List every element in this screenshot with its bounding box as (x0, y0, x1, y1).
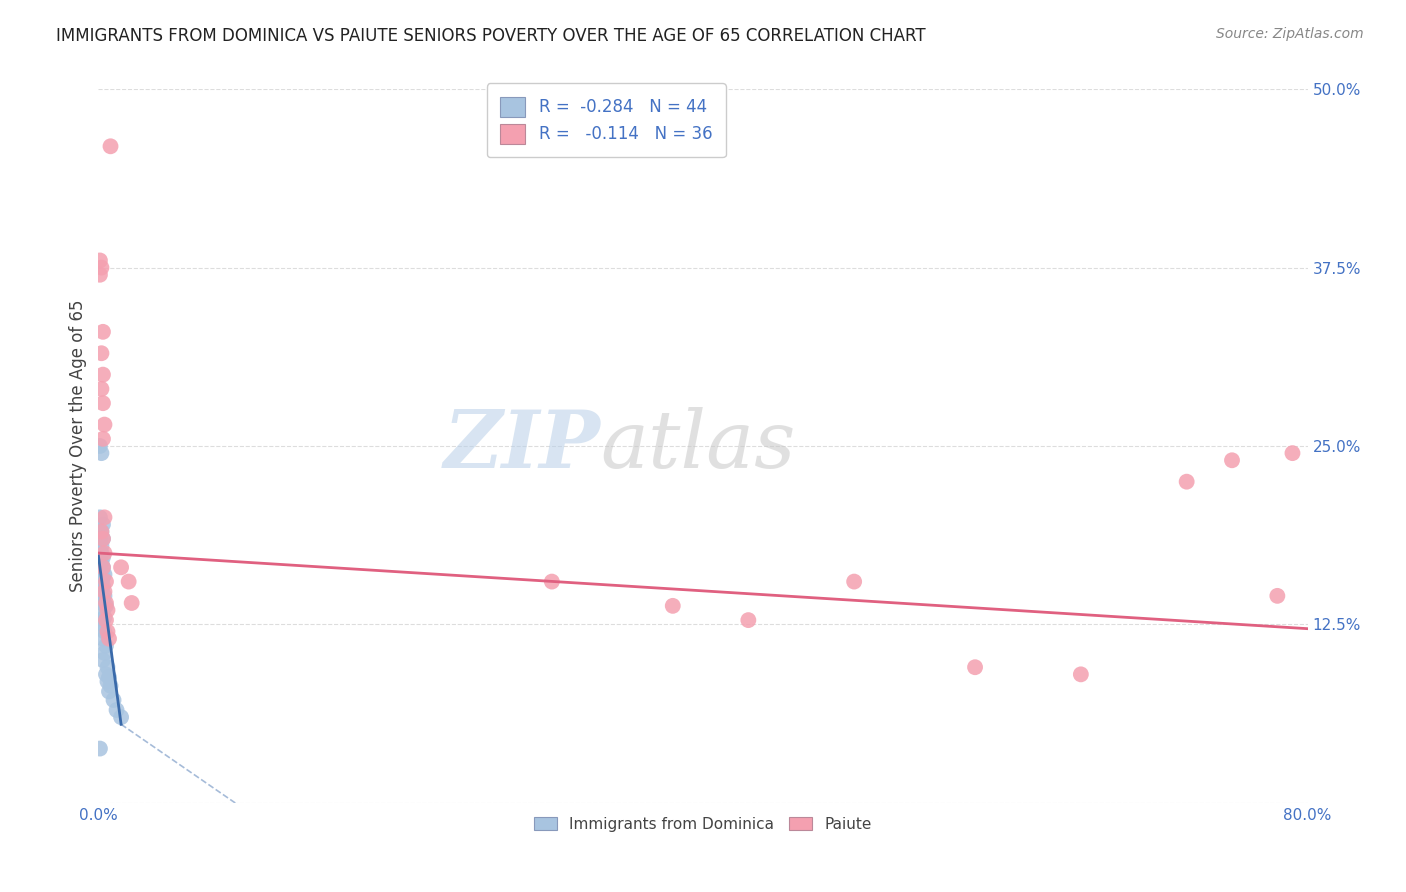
Point (93, 584, 115, 599)
Point (91, 560, 114, 574)
Point (89, 584, 111, 599)
Point (89, 439, 111, 453)
Point (90, 260, 112, 275)
Point (93, 567, 115, 582)
Point (90, 346, 112, 360)
Point (93, 610, 115, 624)
Point (100, 139, 122, 153)
Point (91, 560, 114, 574)
Point (96, 603, 118, 617)
Point (91, 613, 114, 627)
Point (93, 510, 115, 524)
Point (110, 710, 132, 724)
Point (90, 596, 112, 610)
Y-axis label: Seniors Poverty Over the Age of 65: Seniors Poverty Over the Age of 65 (69, 300, 87, 592)
Point (1220, 453, 1243, 467)
Point (118, 574, 141, 589)
Point (89, 268, 111, 282)
Point (91, 632, 114, 646)
Point (90, 582, 112, 596)
Point (93, 624, 115, 639)
Point (91, 368, 114, 382)
Point (121, 596, 143, 610)
Point (91, 325, 114, 339)
Point (96, 624, 118, 639)
Point (91, 603, 114, 617)
Point (96, 660, 118, 674)
Point (91, 653, 114, 667)
Point (90, 574, 112, 589)
Point (94, 574, 117, 589)
Point (89, 546, 111, 560)
Point (93, 417, 115, 432)
Point (110, 560, 132, 574)
Point (91, 532, 114, 546)
Point (91, 432, 114, 446)
Point (90, 617, 112, 632)
Text: ZIP: ZIP (443, 408, 600, 484)
Point (91, 550, 114, 565)
Point (91, 591, 114, 606)
Point (98, 670, 121, 684)
Point (96, 674, 118, 689)
Point (89, 532, 111, 546)
Point (91, 532, 114, 546)
Point (93, 646, 115, 660)
Point (90, 524, 112, 539)
Point (103, 693, 125, 707)
Point (965, 660, 987, 674)
Point (89, 553, 111, 567)
Point (1175, 475, 1198, 489)
Point (844, 574, 866, 589)
Point (90, 546, 112, 560)
Point (105, 703, 128, 717)
Point (98, 684, 121, 698)
Point (90, 565, 112, 579)
Point (540, 574, 562, 589)
Point (89, 253, 111, 268)
Point (91, 570, 114, 584)
Point (98, 632, 121, 646)
Point (94, 596, 117, 610)
Point (90, 382, 112, 396)
Point (90, 524, 112, 539)
Point (90, 556, 112, 570)
Point (94, 639, 117, 653)
Point (1281, 446, 1303, 460)
Point (1267, 589, 1289, 603)
Point (737, 613, 759, 627)
Text: Source: ZipAtlas.com: Source: ZipAtlas.com (1216, 27, 1364, 41)
Text: atlas: atlas (600, 408, 796, 484)
Point (94, 613, 117, 627)
Point (93, 589, 115, 603)
Point (90, 446, 112, 460)
Legend: Immigrants from Dominica, Paiute: Immigrants from Dominica, Paiute (527, 811, 879, 838)
Point (93, 546, 115, 560)
Point (90, 539, 112, 553)
Text: IMMIGRANTS FROM DOMINICA VS PAIUTE SENIORS POVERTY OVER THE AGE OF 65 CORRELATIO: IMMIGRANTS FROM DOMINICA VS PAIUTE SENIO… (56, 27, 927, 45)
Point (89, 741, 111, 756)
Point (94, 599, 117, 613)
Point (89, 510, 111, 524)
Point (91, 579, 114, 593)
Point (661, 599, 683, 613)
Point (1070, 667, 1092, 681)
Point (100, 679, 122, 693)
Point (94, 667, 117, 681)
Point (91, 396, 114, 410)
Point (91, 517, 114, 532)
